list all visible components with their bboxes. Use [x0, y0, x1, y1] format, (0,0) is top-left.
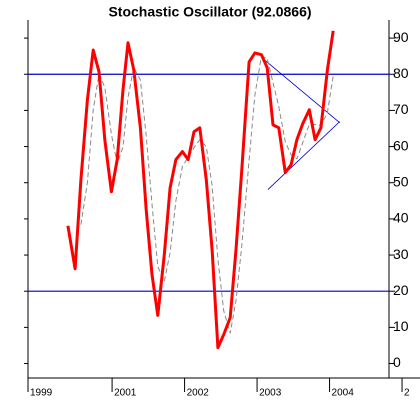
x-tick-label: 2002	[187, 388, 210, 399]
y-tick-label: 20	[393, 282, 409, 298]
series-line	[66, 30, 335, 350]
y-tick-label: 60	[393, 137, 409, 153]
y-tick-label: 90	[393, 29, 409, 45]
x-tick-label: 2004	[332, 388, 355, 399]
y-tick-label: 50	[393, 173, 409, 189]
y-tick-label: 10	[393, 318, 409, 334]
series-line	[80, 56, 334, 334]
x-tick-label: 2001	[114, 388, 137, 399]
trend-line	[261, 57, 340, 124]
x-tick-label: 2003	[259, 388, 282, 399]
chart-title: Stochastic Oscillator (92.0866)	[108, 4, 311, 20]
y-tick-label: 80	[393, 65, 409, 81]
y-tick-label: 30	[393, 246, 409, 262]
y-tick-label: 40	[393, 210, 409, 226]
x-tick-label: 2	[404, 388, 410, 399]
x-tick-label: 1999	[30, 388, 53, 399]
y-tick-label: 70	[393, 101, 409, 117]
trend-line	[267, 121, 340, 190]
y-tick-label: 0	[393, 354, 401, 370]
